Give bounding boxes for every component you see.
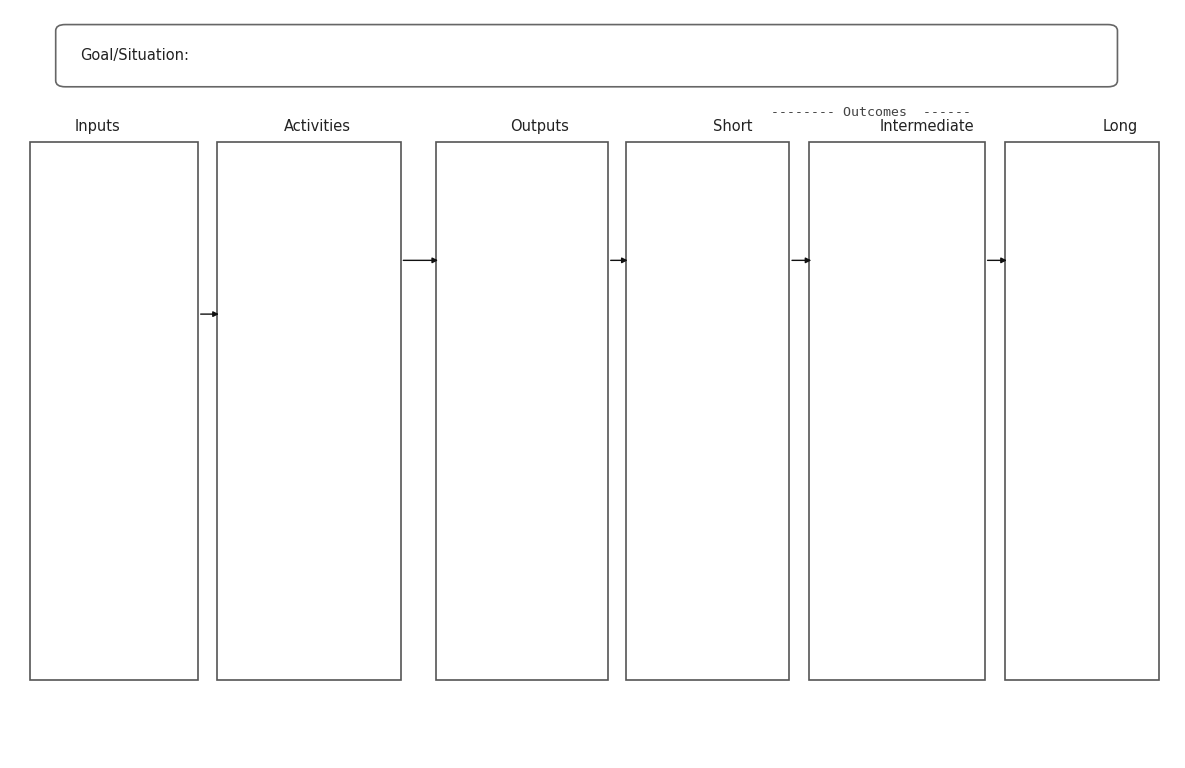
Bar xyxy=(217,142,401,680)
Bar xyxy=(30,142,198,680)
FancyBboxPatch shape xyxy=(56,25,1117,87)
Text: Long: Long xyxy=(1102,119,1138,134)
Text: Outputs: Outputs xyxy=(510,119,569,134)
Bar xyxy=(626,142,789,680)
Text: -------- Outcomes  ------: -------- Outcomes ------ xyxy=(771,107,971,119)
Text: Inputs: Inputs xyxy=(75,119,120,134)
Bar xyxy=(436,142,608,680)
Bar xyxy=(809,142,985,680)
Text: Activities: Activities xyxy=(284,119,351,134)
Bar xyxy=(1005,142,1159,680)
Text: Intermediate: Intermediate xyxy=(879,119,974,134)
Text: Short: Short xyxy=(712,119,752,134)
Text: Goal/Situation:: Goal/Situation: xyxy=(81,48,190,63)
